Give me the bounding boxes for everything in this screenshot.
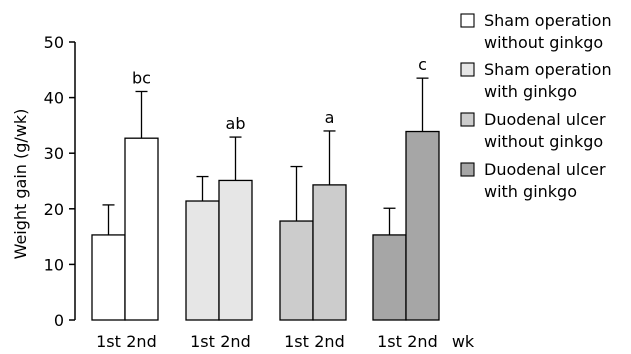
x-tick-label: 2nd xyxy=(220,332,250,351)
bar xyxy=(405,130,440,321)
x-tick-labels: 1st 2nd 1st 2nd 1st 2nd 1st 2nd xyxy=(96,332,438,351)
bar xyxy=(312,184,347,321)
y-axis-label: Weight gain (g/wk) xyxy=(11,109,30,260)
y-tick-label: 20 xyxy=(44,200,64,219)
x-unit-label: wk xyxy=(452,332,475,351)
bar xyxy=(91,234,126,321)
significance-label: c xyxy=(418,55,427,74)
x-tick-label: 2nd xyxy=(407,332,437,351)
y-tick-label: 30 xyxy=(44,144,64,163)
y-tick-label: 10 xyxy=(44,255,64,274)
bar xyxy=(124,137,159,321)
x-tick-label: 1st xyxy=(190,332,215,351)
legend-label: Sham operation xyxy=(484,11,612,30)
y-tick-label: 40 xyxy=(44,89,64,108)
x-tick-label: 2nd xyxy=(126,332,156,351)
significance-label: a xyxy=(325,108,335,127)
legend-swatch xyxy=(460,162,475,177)
bar xyxy=(218,179,253,321)
legend-label: Sham operation xyxy=(484,60,612,79)
x-tick-label: 1st xyxy=(284,332,309,351)
x-tick-label: 1st xyxy=(377,332,402,351)
legend-label: without ginkgo xyxy=(484,132,603,151)
error-bars xyxy=(102,77,429,235)
legend-swatch xyxy=(460,62,475,77)
x-tick-label: 2nd xyxy=(314,332,344,351)
x-tick-label: 1st xyxy=(96,332,121,351)
bars xyxy=(91,130,440,321)
significance-label: bc xyxy=(132,68,151,87)
legend-label: without ginkgo xyxy=(484,33,603,52)
significance-label: ab xyxy=(226,114,246,133)
y-tick-label: 0 xyxy=(54,311,64,330)
legend-label: Duodenal ulcer xyxy=(484,160,606,179)
legend-label: Duodenal ulcer xyxy=(484,110,606,129)
y-tick-label: 50 xyxy=(44,33,64,52)
legend-swatch xyxy=(460,13,475,28)
bar xyxy=(372,234,407,321)
legend: Sham operation without ginkgo Sham operati… xyxy=(460,11,612,201)
bar xyxy=(185,200,220,321)
axes: 0 10 20 30 40 50 xyxy=(44,33,76,330)
legend-label: with ginkgo xyxy=(484,182,577,201)
legend-label: with ginkgo xyxy=(484,82,577,101)
bar xyxy=(279,220,314,321)
legend-swatch xyxy=(460,112,475,127)
significance-labels: bc ab a c xyxy=(132,55,427,133)
